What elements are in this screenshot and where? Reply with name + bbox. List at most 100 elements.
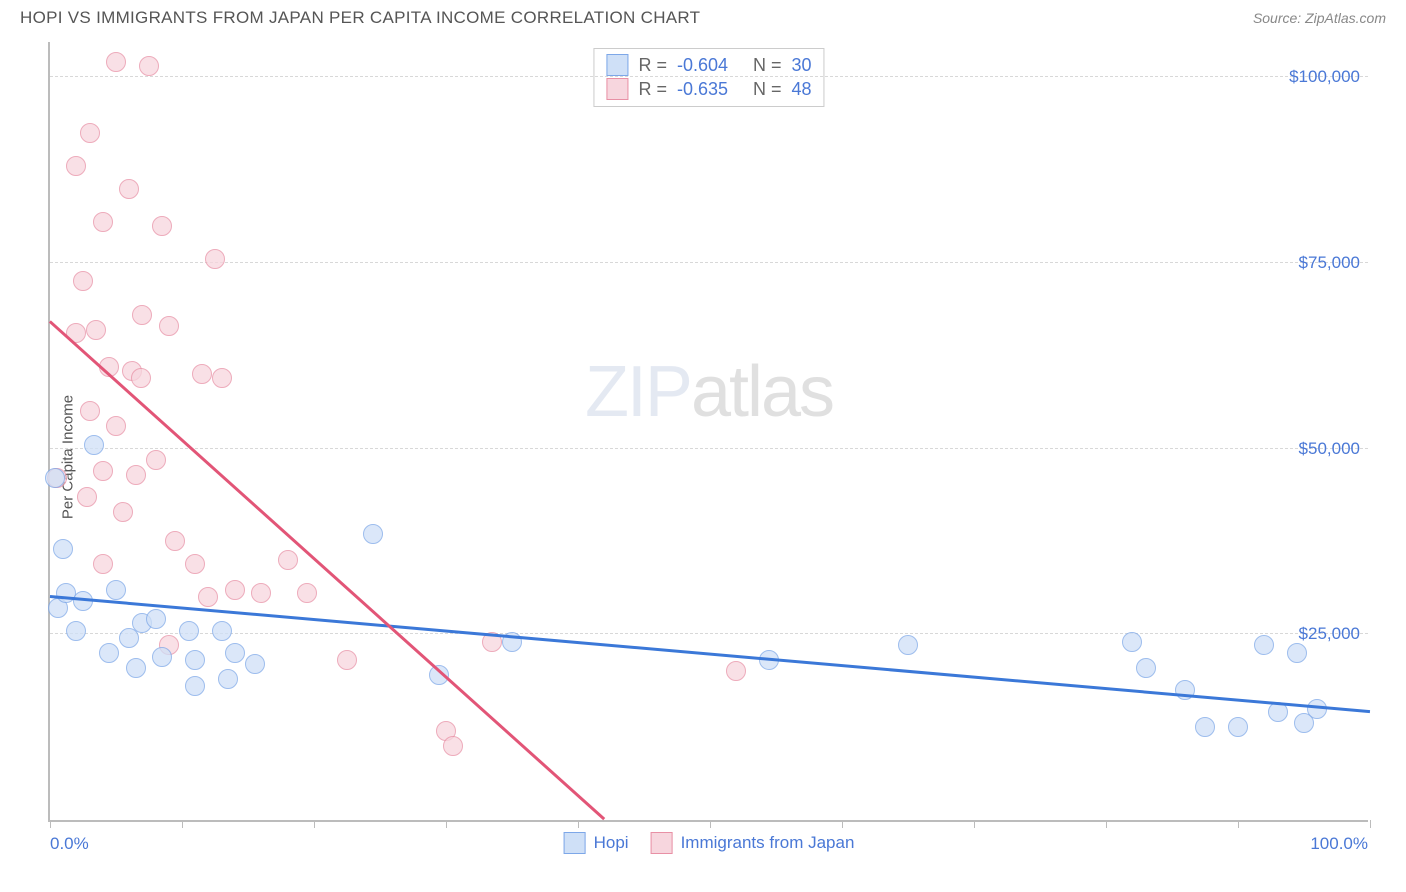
data-point [106, 580, 126, 600]
data-point [66, 156, 86, 176]
data-point [225, 643, 245, 663]
data-point [245, 654, 265, 674]
x-tick [50, 820, 51, 828]
data-point [45, 468, 65, 488]
source-credit: Source: ZipAtlas.com [1253, 10, 1386, 26]
data-point [159, 316, 179, 336]
data-point [113, 502, 133, 522]
correlation-legend: R = -0.604 N = 30 R = -0.635 N = 48 [593, 48, 824, 107]
data-point [80, 401, 100, 421]
data-point [185, 554, 205, 574]
watermark-part2: atlas [691, 352, 833, 432]
chart-title: HOPI VS IMMIGRANTS FROM JAPAN PER CAPITA… [20, 8, 700, 28]
corr-row: R = -0.635 N = 48 [606, 77, 811, 101]
corr-swatch-hopi [606, 54, 628, 76]
x-tick [446, 820, 447, 828]
gridline [50, 76, 1368, 77]
data-point [99, 643, 119, 663]
data-point [80, 123, 100, 143]
gridline [50, 262, 1368, 263]
n-value-hopi: 30 [792, 53, 812, 77]
data-point [77, 487, 97, 507]
data-point [179, 621, 199, 641]
data-point [152, 647, 172, 667]
y-tick-label: $75,000 [1299, 253, 1360, 273]
plot-area: ZIPatlas R = -0.604 N = 30 R = -0.635 N … [48, 42, 1368, 822]
data-point [726, 661, 746, 681]
r-prefix: R = [638, 77, 667, 101]
data-point [1136, 658, 1156, 678]
x-axis-max-label: 100.0% [1310, 834, 1368, 854]
r-prefix: R = [638, 53, 667, 77]
legend-item-hopi: Hopi [564, 832, 629, 854]
data-point [165, 531, 185, 551]
data-point [1195, 717, 1215, 737]
data-point [73, 271, 93, 291]
data-point [84, 435, 104, 455]
data-point [185, 676, 205, 696]
data-point [126, 658, 146, 678]
x-tick [1238, 820, 1239, 828]
n-prefix: N = [753, 53, 782, 77]
watermark-part1: ZIP [585, 352, 691, 432]
x-tick [1370, 820, 1371, 828]
gridline [50, 448, 1368, 449]
chart-container: Per Capita Income ZIPatlas R = -0.604 N … [0, 32, 1406, 882]
n-prefix: N = [753, 77, 782, 101]
data-point [152, 216, 172, 236]
data-point [337, 650, 357, 670]
legend-label-japan: Immigrants from Japan [681, 833, 855, 853]
data-point [212, 368, 232, 388]
data-point [86, 320, 106, 340]
data-point [66, 621, 86, 641]
data-point [93, 461, 113, 481]
data-point [126, 465, 146, 485]
x-axis-min-label: 0.0% [50, 834, 89, 854]
data-point [205, 249, 225, 269]
data-point [1122, 632, 1142, 652]
x-tick [578, 820, 579, 828]
data-point [139, 56, 159, 76]
data-point [119, 179, 139, 199]
data-point [198, 587, 218, 607]
data-point [212, 621, 232, 641]
data-point [251, 583, 271, 603]
data-point [192, 364, 212, 384]
data-point [1254, 635, 1274, 655]
data-point [218, 669, 238, 689]
corr-swatch-japan [606, 78, 628, 100]
n-value-japan: 48 [792, 77, 812, 101]
x-tick [974, 820, 975, 828]
data-point [93, 212, 113, 232]
r-value-hopi: -0.604 [677, 53, 728, 77]
data-point [146, 450, 166, 470]
legend-label-hopi: Hopi [594, 833, 629, 853]
data-point [119, 628, 139, 648]
data-point [297, 583, 317, 603]
data-point [225, 580, 245, 600]
watermark: ZIPatlas [585, 351, 833, 433]
x-tick [182, 820, 183, 828]
trend-line [49, 320, 605, 820]
data-point [1228, 717, 1248, 737]
data-point [93, 554, 113, 574]
corr-row: R = -0.604 N = 30 [606, 53, 811, 77]
data-point [443, 736, 463, 756]
data-point [106, 416, 126, 436]
data-point [363, 524, 383, 544]
data-point [131, 368, 151, 388]
x-tick [842, 820, 843, 828]
data-point [278, 550, 298, 570]
data-point [53, 539, 73, 559]
trend-line [50, 595, 1370, 713]
data-point [132, 305, 152, 325]
data-point [146, 609, 166, 629]
x-tick [314, 820, 315, 828]
y-tick-label: $25,000 [1299, 624, 1360, 644]
data-point [1268, 702, 1288, 722]
data-point [1287, 643, 1307, 663]
y-tick-label: $100,000 [1289, 67, 1360, 87]
x-tick [1106, 820, 1107, 828]
y-tick-label: $50,000 [1299, 439, 1360, 459]
data-point [898, 635, 918, 655]
